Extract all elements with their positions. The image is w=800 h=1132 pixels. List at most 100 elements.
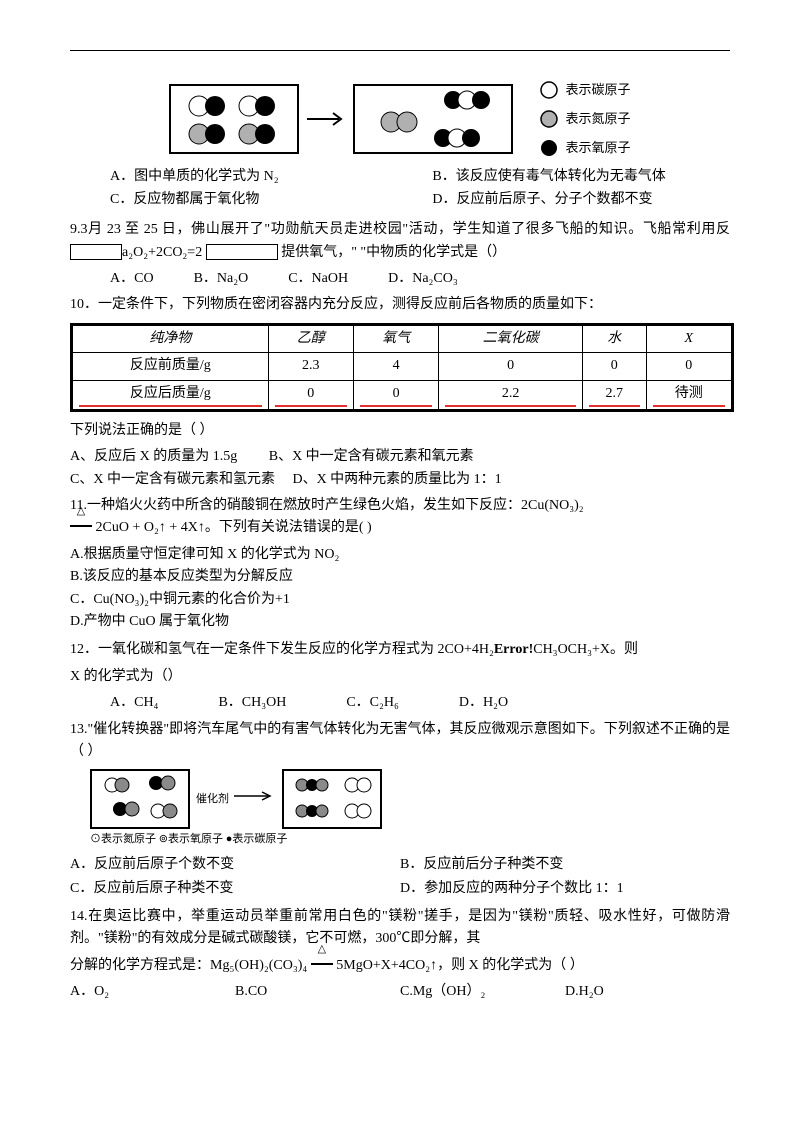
q9-d: D．Na₂CO₃	[388, 268, 458, 290]
th-3: 二氧化碳	[439, 325, 583, 352]
q8-opt-a: A．图中单质的化学式为 N₂	[110, 166, 432, 188]
table-header-row: 纯净物 乙醇 氧气 二氧化碳 水 X	[73, 325, 732, 352]
q11-a: A.根据质量守恒定律可知 X 的化学式为 NO₂	[70, 544, 730, 566]
r2-3: 2.7	[583, 380, 647, 409]
top-rule	[70, 50, 730, 51]
carbon-atom-icon	[539, 80, 559, 100]
q13-reactants-box	[90, 769, 190, 829]
q11-b: B.该反应的基本反应类型为分解反应	[70, 566, 730, 588]
arrow-icon	[305, 109, 347, 129]
arrow-icon-2	[232, 790, 276, 802]
q12-options: A．CH₄ B．CH₃OH C．C₂H₆ D．H₂O	[110, 692, 730, 714]
q12-t1: 12．一氧化碳和氢气在一定条件下发生反应的化学方程式为 2CO+4H₂	[70, 642, 494, 657]
q14-a: A．O₂	[70, 981, 235, 1003]
r1-0: 2.3	[268, 353, 353, 380]
r2-2: 2.2	[439, 380, 583, 409]
q13-legend: ⊙表示氮原子 ⊚表示氧原子 ●表示碳原子	[90, 831, 730, 849]
r1-label: 反应前质量/g	[73, 353, 269, 380]
q8-options: A．图中单质的化学式为 N₂ B．该反应使有毒气体转化为无毒气体 C．反应物都属…	[110, 166, 730, 211]
q12-rhs: CH₃OCH₃+X。则	[533, 642, 638, 657]
th-4: 水	[583, 325, 647, 352]
legend-oxygen: 表示氧原子	[565, 138, 630, 159]
legend-carbon: 表示碳原子	[565, 80, 630, 101]
q10-intro: 10．一定条件下，下列物质在密闭容器内充分反应，测得反应前后各物质的质量如下：	[70, 294, 730, 316]
q12-intro: 12．一氧化碳和氢气在一定条件下发生反应的化学方程式为 2CO+4H₂Error…	[70, 639, 730, 661]
q11-options: A.根据质量守恒定律可知 X 的化学式为 NO₂ B.该反应的基本反应类型为分解…	[70, 544, 730, 634]
q11-d: D.产物中 CuO 属于氧化物	[70, 611, 730, 633]
q10-options: A、反应后 X 的质量为 1.5g B、X 中一定含有碳元素和氧元素 C、X 中…	[70, 446, 730, 491]
q13-intro: 13."催化转换器"即将汽车尾气中的有害气体转化为无害气体，其反应微观示意图如下…	[70, 719, 730, 764]
r1-4: 0	[646, 353, 731, 380]
q10-a: A、反应后 X 的质量为 1.5g	[70, 449, 237, 464]
blank-box-1	[70, 244, 122, 260]
table-row-2: 反应后质量/g 0 0 2.2 2.7 待测	[73, 380, 732, 409]
r2-4: 待测	[646, 380, 731, 409]
q14-pre: 分解的化学方程式是：Mg₅(OH)₂(CO₃)₄	[70, 958, 307, 973]
q13-catalyst-label: 催化剂	[196, 793, 229, 805]
products-box	[353, 84, 513, 154]
q9-text: 9.3月 23 至 25 日，佛山展开了"功勋航天员走进校园"活动，学生知道了很…	[70, 219, 730, 264]
q11-c: C．Cu(NO₃)₂中铜元素的化合价为+1	[70, 589, 730, 611]
q8-opt-c: C．反应物都属于氧化物	[110, 189, 432, 211]
oxygen-atom-icon	[539, 138, 559, 158]
q9-options: A．CO B．Na₂O C．NaOH D．Na₂CO₃	[110, 268, 730, 290]
q13-d: D．参加反应的两种分子个数比 1：1	[400, 878, 730, 900]
table-row-1: 反应前质量/g 2.3 4 0 0 0	[73, 353, 732, 380]
nitrogen-atom-icon	[539, 109, 559, 129]
q14-c: C.Mg（OH）₂	[400, 981, 565, 1003]
q13-products-box	[282, 769, 382, 829]
page: 表示碳原子 表示氮原子 表示氧原子 A．图中单质的化学式为 N₂ B．该反应使有…	[0, 0, 800, 1132]
q14-b: B.CO	[235, 981, 400, 1003]
th-2: 氧气	[353, 325, 438, 352]
th-1: 乙醇	[268, 325, 353, 352]
q9-t1: 9.3月 23 至 25 日，佛山展开了"功勋航天员走进校园"活动，学生知道了很…	[70, 222, 730, 237]
q14-options: A．O₂ B.CO C.Mg（OH）₂ D.H₂O	[70, 981, 730, 1003]
q14-d: D.H₂O	[565, 981, 730, 1003]
r2-0: 0	[268, 380, 353, 409]
q11-t1: 11.一种焰火火药中所含的硝酸铜在燃放时产生绿色火焰，发生如下反应：2Cu(NO…	[70, 498, 584, 513]
delta-symbol-2	[311, 955, 333, 977]
legend-nitrogen: 表示氮原子	[565, 109, 630, 130]
q9-t2: 提供氧气，" "中物质的化学式是（）	[281, 245, 506, 260]
q14-rhs: 5MgO+X+4CO₂↑，则 X 的化学式为（ ）	[336, 958, 583, 973]
q9-eq: a₂O₂+2CO₂=2	[122, 245, 202, 260]
q10-after: 下列说法正确的是（ ）	[70, 420, 730, 442]
reactants-box	[169, 84, 299, 154]
r1-3: 0	[583, 353, 647, 380]
q10-c: C、X 中一定含有碳元素和氢元素	[70, 472, 275, 487]
q8-opt-d: D．反应前后原子、分子个数都不变	[432, 189, 730, 211]
q12-error: Error!	[494, 642, 533, 657]
r2-label: 反应后质量/g	[73, 380, 269, 409]
q13-options: A．反应前后原子个数不变 B．反应前后分子种类不变 C．反应前后原子种类不变 D…	[70, 853, 730, 902]
q10-d: D、X 中两种元素的质量比为 1：1	[292, 472, 501, 487]
th-0: 纯净物	[73, 325, 269, 352]
q12-c: C．C₂H₆	[346, 692, 399, 714]
r1-2: 0	[439, 353, 583, 380]
q12-b: B．CH₃OH	[218, 692, 286, 714]
q13-diagram: 催化剂	[90, 769, 730, 829]
reaction-diagram-1: 表示碳原子 表示氮原子 表示氧原子	[70, 80, 730, 158]
q8-opt-b: B．该反应使有毒气体转化为无毒气体	[432, 166, 730, 188]
q14-eq: 分解的化学方程式是：Mg₅(OH)₂(CO₃)₄ 5MgO+X+4CO₂↑，则 …	[70, 955, 730, 977]
q13-b: B．反应前后分子种类不变	[400, 854, 730, 876]
q9-a: A．CO	[110, 268, 154, 290]
q14-intro: 14.在奥运比赛中，举重运动员举重前常用白色的"镁粉"搓手，是因为"镁粉"质轻、…	[70, 906, 730, 951]
q12-d: D．H₂O	[459, 692, 508, 714]
r2-1: 0	[353, 380, 438, 409]
q13-a: A．反应前后原子个数不变	[70, 854, 400, 876]
q9-c: C．NaOH	[288, 268, 348, 290]
delta-symbol	[70, 517, 92, 539]
q13-c: C．反应前后原子种类不变	[70, 878, 400, 900]
q11-intro: 11.一种焰火火药中所含的硝酸铜在燃放时产生绿色火焰，发生如下反应：2Cu(NO…	[70, 495, 730, 540]
q12-line2: X 的化学式为（）	[70, 666, 730, 688]
q10-b: B、X 中一定含有碳元素和氧元素	[269, 449, 474, 464]
legend-1: 表示碳原子 表示氮原子 表示氧原子	[539, 80, 630, 158]
blank-box-2	[206, 244, 278, 260]
q13-catalyst: 催化剂	[196, 790, 276, 809]
q12-a: A．CH₄	[110, 692, 158, 714]
th-5: X	[646, 325, 731, 352]
q11-rhs: 2CuO + O₂↑ + 4X↑。下列有关说法错误的是( )	[96, 520, 372, 535]
q10-table: 纯净物 乙醇 氧气 二氧化碳 水 X 反应前质量/g 2.3 4 0 0 0 反…	[70, 323, 734, 412]
r1-1: 4	[353, 353, 438, 380]
q9-b: B．Na₂O	[194, 268, 249, 290]
